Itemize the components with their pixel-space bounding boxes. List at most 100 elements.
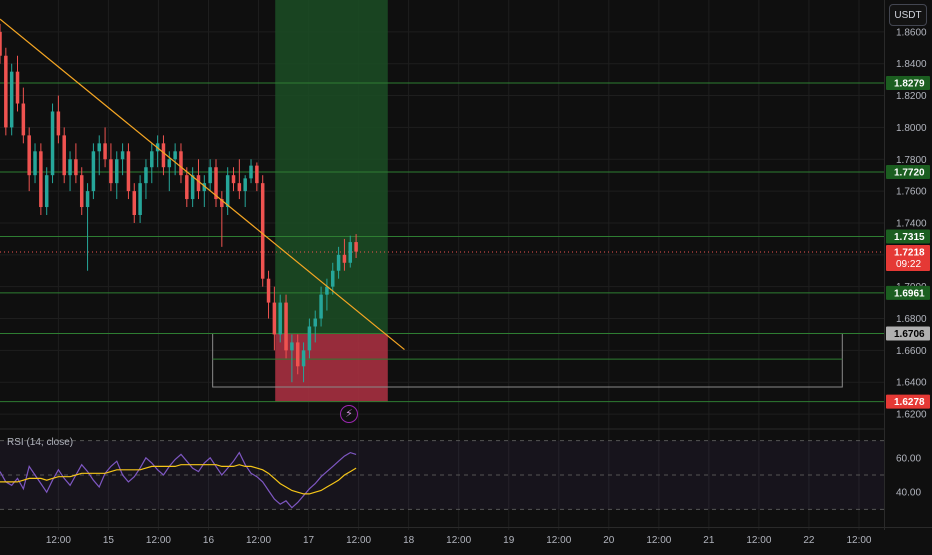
candle-body bbox=[231, 175, 236, 184]
candle-body bbox=[97, 143, 101, 152]
price-tick-label: 1.8600 bbox=[896, 27, 927, 38]
candle-body bbox=[313, 318, 317, 327]
candle-body bbox=[21, 103, 26, 136]
candle-body bbox=[325, 286, 329, 295]
price-label-text: 1.6706 bbox=[894, 329, 925, 340]
candle-body bbox=[56, 111, 61, 136]
candle-body bbox=[126, 151, 131, 192]
price-tick-label: 1.6800 bbox=[896, 314, 927, 325]
time-tick-label: 12:00 bbox=[646, 535, 671, 546]
candle-body bbox=[255, 165, 259, 184]
time-tick-label: 21 bbox=[703, 535, 715, 546]
candle-body bbox=[249, 165, 253, 179]
candle-body bbox=[68, 159, 72, 176]
candle-body bbox=[85, 191, 90, 208]
price-tick-label: 1.6200 bbox=[896, 410, 927, 421]
price-label-level bbox=[886, 285, 930, 300]
candle-body bbox=[202, 183, 207, 192]
candle-body bbox=[144, 167, 148, 184]
rsi-line bbox=[0, 451, 357, 509]
price-label-current bbox=[886, 244, 930, 271]
time-tick-label: 20 bbox=[603, 535, 615, 546]
price-label-entry bbox=[886, 326, 930, 341]
time-tick-label: 18 bbox=[403, 535, 415, 546]
time-tick-label: 15 bbox=[103, 535, 115, 546]
currency-selector[interactable]: USDT bbox=[889, 4, 927, 26]
time-tick-label: 19 bbox=[503, 535, 515, 546]
time-tick-label: 16 bbox=[203, 535, 215, 546]
candle-body bbox=[138, 183, 142, 215]
candle-body bbox=[243, 178, 247, 192]
candle-body bbox=[354, 242, 358, 252]
candle-body bbox=[44, 175, 49, 208]
candle-body bbox=[33, 151, 37, 176]
price-label-countdown: 09:22 bbox=[896, 259, 921, 270]
candle-body bbox=[237, 183, 242, 192]
candle-body bbox=[290, 342, 294, 351]
rsi-tick-label: 40.00 bbox=[896, 488, 921, 499]
candle-body bbox=[173, 151, 177, 160]
candle-body bbox=[161, 143, 166, 168]
rsi-ma-line bbox=[0, 464, 357, 495]
price-label-level bbox=[886, 75, 930, 90]
price-label-stop bbox=[886, 394, 930, 409]
time-tick-label: 22 bbox=[803, 535, 815, 546]
candle-body bbox=[120, 151, 125, 160]
price-label-text: 1.7315 bbox=[894, 232, 925, 243]
candle-body bbox=[79, 175, 84, 208]
price-label-text: 1.8279 bbox=[894, 78, 925, 89]
candle-body bbox=[167, 159, 172, 168]
candle-body bbox=[115, 159, 119, 184]
candle-body bbox=[15, 71, 20, 104]
lightning-icon[interactable]: ⚡ bbox=[340, 405, 358, 423]
time-tick-label: 17 bbox=[303, 535, 315, 546]
time-tick-label: 12:00 bbox=[446, 535, 471, 546]
price-tick-label: 1.7800 bbox=[896, 155, 927, 166]
candle-body bbox=[91, 151, 96, 192]
candle-body bbox=[185, 175, 189, 200]
time-tick-label: 12:00 bbox=[846, 535, 871, 546]
price-label-level bbox=[886, 165, 930, 179]
candle-body bbox=[74, 159, 78, 176]
loss-zone bbox=[275, 333, 388, 402]
candle-body bbox=[4, 55, 8, 128]
candle-body bbox=[179, 151, 183, 176]
candle-body bbox=[190, 175, 195, 200]
time-tick-label: 12:00 bbox=[346, 535, 371, 546]
time-tick-label: 12:00 bbox=[246, 535, 271, 546]
trendline bbox=[0, 18, 405, 351]
candle-body bbox=[132, 191, 137, 215]
candle-body bbox=[307, 326, 312, 351]
candle-body bbox=[266, 278, 271, 303]
price-tick-label: 1.7600 bbox=[896, 187, 927, 198]
candle-body bbox=[62, 135, 66, 176]
candle-body bbox=[260, 183, 265, 279]
candle-body bbox=[225, 175, 230, 208]
price-tick-label: 1.6600 bbox=[896, 346, 927, 357]
candle-body bbox=[330, 270, 335, 287]
candle-body bbox=[336, 254, 341, 271]
candle-body bbox=[319, 294, 323, 319]
price-label-text: 1.7218 bbox=[894, 247, 925, 258]
price-label-text: 1.6278 bbox=[894, 397, 925, 408]
candle-body bbox=[214, 167, 218, 200]
candle-body bbox=[39, 151, 43, 208]
price-tick-label: 1.6400 bbox=[896, 378, 927, 389]
price-label-text: 1.7720 bbox=[894, 168, 925, 179]
price-label-text: 1.6961 bbox=[894, 288, 925, 299]
time-tick-label: 12:00 bbox=[746, 535, 771, 546]
rsi-tick-label: 60.00 bbox=[896, 453, 921, 464]
candle-body bbox=[301, 350, 306, 367]
time-tick-label: 12:00 bbox=[146, 535, 171, 546]
time-tick-label: 12:00 bbox=[546, 535, 571, 546]
candle-body bbox=[109, 159, 113, 184]
price-tick-label: 1.8400 bbox=[896, 59, 927, 70]
price-label-level bbox=[886, 229, 930, 244]
candle-body bbox=[27, 135, 31, 176]
price-tick-label: 1.8000 bbox=[896, 123, 927, 134]
price-tick-label: 1.7400 bbox=[896, 218, 927, 229]
rsi-indicator-label[interactable]: RSI (14, close) bbox=[7, 437, 74, 448]
candle-body bbox=[342, 254, 347, 263]
